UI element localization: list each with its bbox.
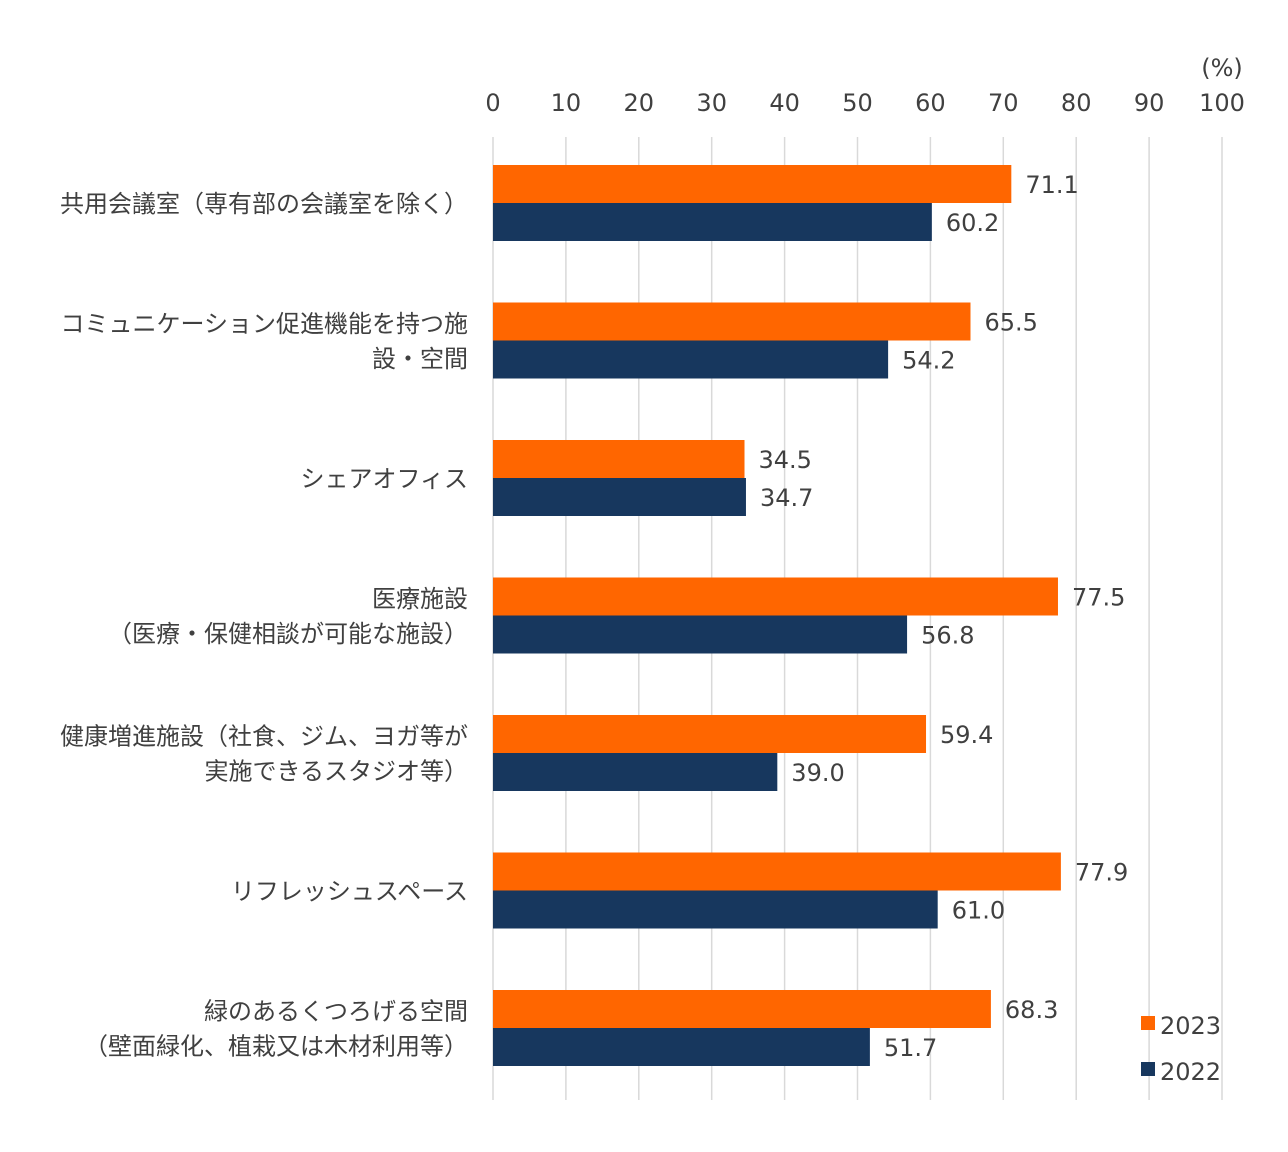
x-tick-label: 90 [1134,89,1165,117]
bar-2023 [493,577,1058,616]
category-label: コミュニケーション促進機能を持つ施 [60,310,468,338]
bar-2023 [493,852,1061,891]
category-label: シェアオフィス [300,465,468,493]
category-labels: 共用会議室（専有部の会議室を除く） コミュニケーション促進機能を持つ施設・空間シェ… [60,190,468,1061]
category-label: 実施できるスタジオ等） [204,758,468,786]
bar-2022 [493,753,778,791]
bar-2022 [493,340,889,379]
x-tick-label: 100 [1199,89,1245,117]
bar-2023 [493,440,745,478]
data-label: 34.5 [759,446,812,474]
x-tick-label: 20 [624,89,655,117]
bar-2023 [493,990,991,1028]
category-label: （壁面緑化、植栽又は木材利用等） [84,1033,468,1061]
data-label: 68.3 [1005,996,1058,1024]
data-label: 54.2 [902,347,955,375]
category-label: （医療・保健相談が可能な施設） [108,620,468,648]
data-label: 77.9 [1075,859,1128,887]
category-label: 設・空間 [372,345,468,373]
data-label: 65.5 [984,309,1037,337]
category-label: 医療施設 [372,585,468,613]
bar-2023 [493,715,927,753]
data-label: 59.4 [940,721,993,749]
bar-2022 [493,478,746,516]
x-tick-label: 30 [696,89,727,117]
x-tick-label: 50 [842,89,873,117]
bar-2022 [493,203,932,241]
data-label: 56.8 [921,622,974,650]
bar-2023 [493,165,1012,203]
x-tick-label: 0 [485,89,500,117]
legend-swatch-2023 [1141,1016,1155,1030]
data-label: 60.2 [946,209,999,237]
x-tick-label: 10 [551,89,582,117]
x-axis-ticks: 0 10 20 30 40 50 60 70 80 90 100 [485,89,1245,117]
data-label: 51.7 [884,1034,937,1062]
bar-2022 [493,1028,870,1066]
bars: 71.1 60.2 65.5 54.2 34.5 34.7 77.5 56.8 59.4 39.0… [493,165,1128,1066]
legend-label: 2023 [1160,1012,1221,1040]
x-tick-label: 60 [915,89,946,117]
bar-2023 [493,302,971,341]
x-tick-label: 70 [988,89,1019,117]
category-label: 緑のあるくつろげる空間 [204,998,468,1026]
data-label: 61.0 [952,897,1005,925]
data-label: 77.5 [1072,584,1125,612]
unit-label: (%) [1201,54,1243,82]
legend-label: 2022 [1160,1058,1221,1086]
category-label: リフレッシュスペース [231,878,468,906]
bar-2022 [493,615,908,654]
legend-swatch-2022 [1141,1062,1155,1076]
x-tick-label: 80 [1061,89,1092,117]
data-label: 39.0 [791,759,844,787]
data-label: 34.7 [760,484,813,512]
category-label: 共用会議室（専有部の会議室を除く） [60,190,468,218]
legend: 2023 2022 [1141,1012,1221,1086]
bar-2022 [493,890,938,929]
data-label: 71.1 [1025,171,1078,199]
category-label: 健康増進施設（社食、ジム、ヨガ等が [60,723,468,751]
x-tick-label: 40 [769,89,800,117]
